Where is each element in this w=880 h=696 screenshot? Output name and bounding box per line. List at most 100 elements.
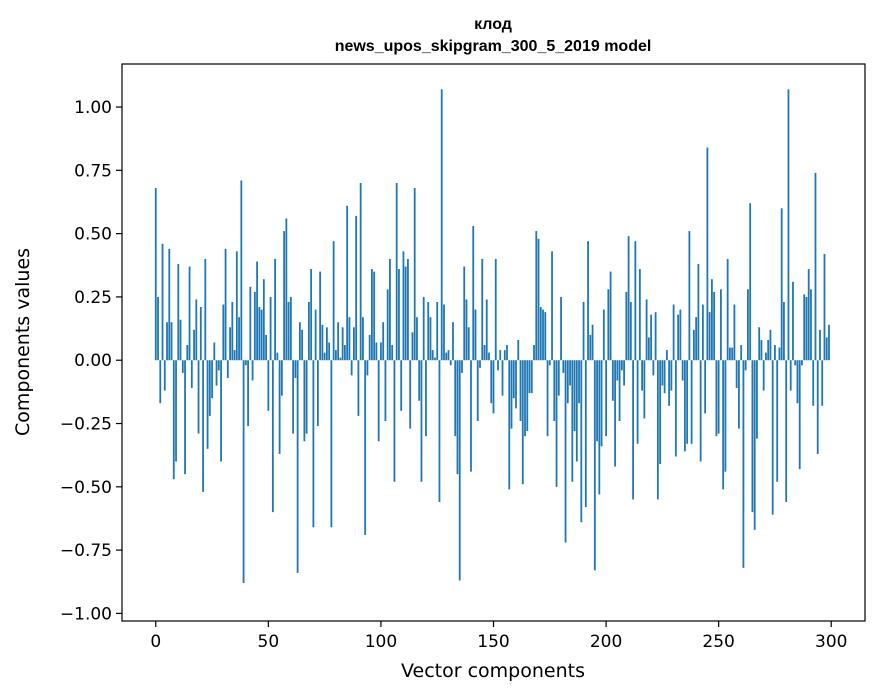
bar	[557, 360, 560, 396]
bar	[440, 89, 443, 361]
bar	[280, 360, 283, 396]
bar	[528, 360, 531, 394]
bar	[458, 360, 461, 581]
bar	[632, 360, 634, 500]
bar	[584, 360, 587, 508]
bar	[456, 360, 459, 475]
bar	[638, 269, 641, 361]
bar	[190, 360, 193, 389]
bar	[789, 360, 792, 391]
bar	[670, 360, 673, 391]
bar	[713, 291, 716, 361]
bar	[206, 360, 209, 449]
bar	[524, 360, 526, 437]
bar	[814, 172, 817, 361]
bar	[294, 360, 297, 378]
bar	[172, 360, 175, 480]
x-tick-label: 250	[702, 632, 734, 652]
y-axis-label: Components values	[12, 248, 34, 436]
plot-frame	[121, 63, 866, 622]
bar	[483, 345, 486, 361]
bar	[794, 360, 797, 366]
bar	[325, 327, 328, 361]
bar	[269, 296, 272, 361]
bar	[656, 360, 659, 500]
bar	[330, 360, 333, 528]
bar	[724, 360, 727, 472]
bar	[729, 347, 731, 361]
bar	[551, 251, 553, 361]
bar	[449, 360, 452, 366]
x-tick-label: 300	[815, 632, 847, 652]
bar	[371, 269, 373, 361]
bar	[170, 322, 173, 361]
bar	[769, 329, 772, 361]
bar	[479, 360, 481, 368]
bar	[463, 266, 466, 361]
bar	[562, 360, 565, 373]
bar	[821, 360, 824, 406]
bar	[733, 304, 736, 361]
bar	[497, 360, 499, 371]
bar	[731, 347, 734, 361]
bar	[222, 304, 225, 361]
bar	[285, 218, 288, 361]
bar	[175, 360, 177, 462]
bar	[328, 342, 331, 361]
y-tick-label: 0.50	[74, 225, 112, 245]
bar	[645, 299, 648, 361]
bar	[332, 241, 335, 361]
bar	[787, 89, 790, 361]
bar	[767, 339, 770, 361]
bar	[195, 299, 198, 361]
bar	[307, 301, 310, 361]
bar	[476, 360, 479, 421]
bar	[641, 360, 643, 391]
bar	[362, 317, 364, 361]
bar	[663, 360, 666, 394]
bar	[213, 342, 216, 361]
bar	[652, 360, 655, 376]
bar	[188, 266, 191, 361]
bar	[344, 345, 346, 361]
bar	[229, 327, 231, 361]
bar	[391, 345, 394, 361]
bar	[521, 360, 524, 485]
bar	[711, 279, 713, 361]
bar	[553, 360, 556, 421]
y-tick-label: −0.25	[60, 415, 112, 435]
bar	[253, 291, 256, 361]
bar	[256, 261, 258, 361]
bar	[771, 360, 774, 515]
bar	[643, 360, 646, 419]
bar	[337, 322, 340, 361]
bar	[774, 345, 776, 361]
bar	[738, 360, 740, 429]
bar	[461, 360, 463, 373]
bar	[157, 296, 159, 361]
bar	[740, 345, 743, 361]
bar	[334, 350, 337, 361]
bar	[411, 332, 414, 361]
bar	[359, 183, 362, 361]
bar	[382, 322, 385, 361]
bar	[690, 360, 693, 444]
bar	[447, 350, 450, 361]
bar	[593, 360, 596, 571]
bar	[431, 350, 434, 361]
bar	[267, 360, 270, 411]
bar	[154, 188, 157, 361]
bar	[627, 236, 630, 361]
bar	[400, 360, 403, 411]
x-tick-label: 0	[150, 632, 161, 652]
bar	[539, 307, 542, 361]
bar	[618, 360, 621, 421]
bar	[366, 360, 369, 376]
bar	[398, 269, 400, 361]
bar	[305, 360, 308, 434]
chart-subtitle: news_upos_skipgram_300_5_2019 model	[335, 38, 652, 55]
bar	[578, 360, 580, 404]
bar	[224, 248, 227, 361]
bar	[380, 342, 382, 361]
bar	[429, 317, 432, 361]
